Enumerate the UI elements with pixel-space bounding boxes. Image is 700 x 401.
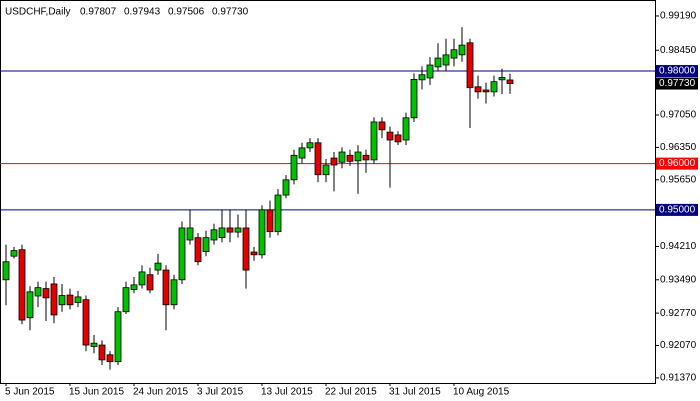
candle-body	[274, 194, 282, 233]
level-label: 0.98000	[659, 66, 696, 77]
candle-body	[410, 78, 418, 119]
x-tick-label: 22 Jul 2015	[325, 387, 377, 398]
candle-body	[106, 354, 114, 363]
y-tick-label: 0.99190	[660, 11, 697, 22]
x-tick-label: 10 Aug 2015	[453, 387, 510, 398]
candle-body	[458, 44, 466, 56]
header-value: 0.97943	[124, 7, 161, 18]
y-tick-label: 0.93490	[660, 274, 697, 285]
level-label: 0.96000	[659, 158, 696, 169]
candle-body	[402, 117, 410, 141]
x-tick-label: 3 Jul 2015	[197, 387, 244, 398]
candle-body	[194, 237, 202, 263]
candle-body	[250, 251, 258, 256]
candle-body	[418, 74, 426, 81]
candle-body	[362, 154, 370, 161]
chart-title: USDCHF,Daily	[5, 7, 71, 18]
candle-body	[82, 299, 90, 346]
y-tick-label: 0.97050	[660, 110, 697, 121]
candle-body	[234, 227, 242, 233]
candle-body	[114, 311, 122, 363]
y-tick-label: 0.98450	[660, 45, 697, 56]
candle-body	[130, 284, 138, 290]
candle-body	[34, 287, 42, 297]
candle-body	[442, 54, 450, 66]
y-tick-label: 0.95650	[660, 174, 697, 185]
candle-body	[170, 279, 178, 306]
candle-body	[18, 249, 26, 321]
candle-body	[474, 86, 482, 93]
header-value: 0.97506	[168, 7, 205, 18]
x-tick-label: 24 Jun 2015	[133, 387, 188, 398]
candle-body	[482, 89, 490, 93]
candle-body	[210, 229, 218, 241]
candle-body	[498, 77, 506, 81]
x-tick-label: 5 Jun 2015	[5, 387, 55, 398]
candle-body	[10, 250, 18, 257]
candle-body	[154, 262, 162, 271]
header-value: 0.97807	[80, 7, 117, 18]
candle-body	[242, 227, 250, 271]
candle-body	[122, 287, 130, 313]
candle-body	[282, 179, 290, 196]
candle-body	[306, 142, 314, 149]
y-tick-label: 0.91370	[660, 373, 697, 384]
candle-body	[466, 42, 474, 89]
candle-body	[378, 121, 386, 131]
candle-body	[434, 57, 442, 68]
candle-body	[346, 154, 354, 162]
y-tick-label: 0.94210	[660, 241, 697, 252]
y-tick-label: 0.92070	[660, 340, 697, 351]
candle-body	[2, 261, 10, 281]
plot-frame	[0, 0, 656, 384]
x-tick-label: 13 Jul 2015	[261, 387, 313, 398]
candle-body	[50, 283, 58, 316]
candle-body	[98, 344, 106, 361]
candle-body	[58, 295, 66, 306]
candle-body	[338, 151, 346, 163]
last-price-label: 0.97730	[659, 78, 696, 89]
header-value: 0.97730	[212, 7, 249, 18]
candle-body	[74, 296, 82, 303]
candle-body	[386, 131, 394, 141]
level-box	[656, 157, 698, 170]
candle-body	[354, 151, 362, 162]
candle-body	[162, 269, 170, 306]
x-tick-label: 15 Jun 2015	[69, 387, 124, 398]
candle-body	[394, 134, 402, 143]
last-price-box	[656, 77, 698, 90]
level-box	[656, 203, 698, 216]
candle-body	[266, 209, 274, 233]
candle-body	[138, 271, 146, 286]
candle-body	[202, 237, 210, 252]
candle-body	[258, 209, 266, 256]
candle-body	[218, 227, 226, 239]
candle-body	[426, 64, 434, 79]
candle-body	[178, 227, 186, 281]
candle-body	[506, 79, 514, 84]
candle-body	[298, 147, 306, 159]
candle-body	[146, 274, 154, 291]
candle-body	[370, 121, 378, 161]
candle-body	[26, 291, 34, 319]
candle-body	[42, 288, 50, 299]
candle-body	[322, 164, 330, 176]
candle-body	[450, 49, 458, 59]
candle-body	[330, 157, 338, 166]
level-label: 0.95000	[659, 205, 696, 216]
candle-body	[90, 342, 98, 347]
x-tick-label: 31 Jul 2015	[389, 387, 441, 398]
candle-body	[290, 154, 298, 181]
candle-body	[226, 227, 234, 233]
candle-body	[66, 294, 74, 306]
candle-body	[186, 227, 194, 241]
level-box	[656, 65, 698, 78]
y-tick-label: 0.96350	[660, 142, 697, 153]
candle-body	[314, 142, 322, 176]
y-tick-label: 0.92770	[660, 308, 697, 319]
candle-body	[490, 81, 498, 93]
